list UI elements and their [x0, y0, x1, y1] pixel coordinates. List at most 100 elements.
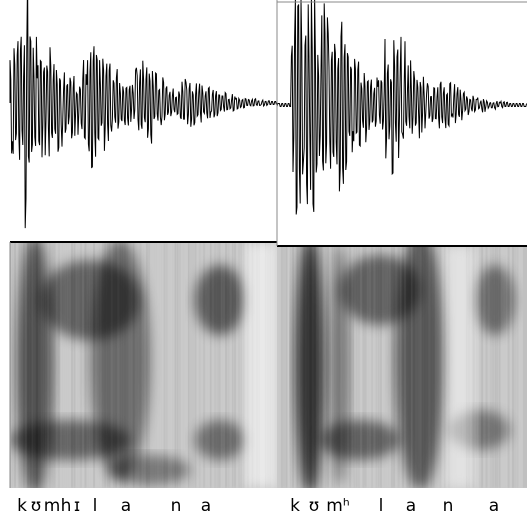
striation: [27, 242, 29, 488]
striation: [354, 246, 356, 488]
striation: [192, 242, 194, 488]
striation: [503, 246, 505, 488]
striation: [34, 242, 36, 488]
striation: [290, 246, 292, 488]
striation: [288, 246, 290, 488]
striation: [312, 246, 314, 488]
striation: [56, 242, 58, 488]
striation: [161, 242, 163, 488]
segment-label: n: [443, 496, 454, 516]
striation: [512, 246, 514, 488]
striation: [340, 246, 342, 488]
striation: [318, 246, 320, 488]
striation: [142, 242, 144, 488]
striation: [499, 246, 501, 488]
striation: [523, 246, 525, 488]
striation: [444, 246, 446, 488]
striation: [292, 246, 294, 488]
striation: [477, 246, 479, 488]
segment-label: ʊ: [31, 496, 42, 516]
striation: [294, 246, 296, 488]
striation: [84, 242, 86, 488]
striation: [98, 242, 100, 488]
striation: [60, 242, 62, 488]
striation: [234, 242, 236, 488]
striation: [428, 246, 430, 488]
striation: [323, 246, 325, 488]
striation: [225, 242, 227, 488]
striation: [12, 242, 14, 488]
striation: [111, 242, 113, 488]
striation: [183, 242, 185, 488]
segment-label: l: [379, 496, 384, 516]
striation: [514, 246, 516, 488]
striation: [391, 246, 393, 488]
striation: [210, 242, 212, 488]
striation: [91, 242, 93, 488]
striation: [347, 246, 349, 488]
striation: [406, 246, 408, 488]
striation: [179, 242, 181, 488]
striation: [505, 246, 507, 488]
striation: [69, 242, 71, 488]
striation: [155, 242, 157, 488]
segment-label: k: [17, 496, 27, 516]
striation: [479, 246, 481, 488]
striation: [214, 242, 216, 488]
striation: [404, 246, 406, 488]
striation: [139, 242, 141, 488]
striation: [25, 242, 27, 488]
striation: [62, 242, 64, 488]
striation: [78, 242, 80, 488]
striation: [373, 246, 375, 488]
striation: [47, 242, 49, 488]
striation: [32, 242, 34, 488]
striation: [360, 246, 362, 488]
striation: [369, 246, 371, 488]
striation: [115, 242, 117, 488]
striation: [23, 242, 25, 488]
waveforms: [9, 0, 527, 229]
striation: [43, 242, 45, 488]
striation: [356, 246, 358, 488]
striation: [71, 242, 73, 488]
striation: [332, 246, 334, 488]
striation: [439, 246, 441, 488]
striation: [16, 242, 18, 488]
striation: [194, 242, 196, 488]
striation: [168, 242, 170, 488]
striation: [10, 242, 12, 488]
striation: [181, 242, 183, 488]
striation: [411, 246, 413, 488]
striation: [431, 246, 433, 488]
striation: [203, 242, 205, 488]
striation: [327, 246, 329, 488]
striation: [516, 246, 518, 488]
striation: [51, 242, 53, 488]
striation: [133, 242, 135, 488]
striation: [362, 246, 364, 488]
striation: [89, 242, 91, 488]
striation: [172, 242, 174, 488]
segment-label: h: [61, 496, 72, 516]
striation: [175, 242, 177, 488]
striation: [367, 246, 369, 488]
striation: [124, 242, 126, 488]
striation: [243, 242, 245, 488]
striation: [329, 246, 331, 488]
segment-label: mʰ: [326, 496, 349, 516]
formant: [110, 455, 190, 485]
striation: [186, 242, 188, 488]
spectrogram-right: [277, 246, 527, 488]
striation: [336, 246, 338, 488]
striation: [371, 246, 373, 488]
striation: [67, 242, 69, 488]
striation: [208, 242, 210, 488]
striation: [197, 242, 199, 488]
striation: [170, 242, 172, 488]
striation: [402, 246, 404, 488]
striation: [301, 246, 303, 488]
striation: [150, 242, 152, 488]
striation: [135, 242, 137, 488]
